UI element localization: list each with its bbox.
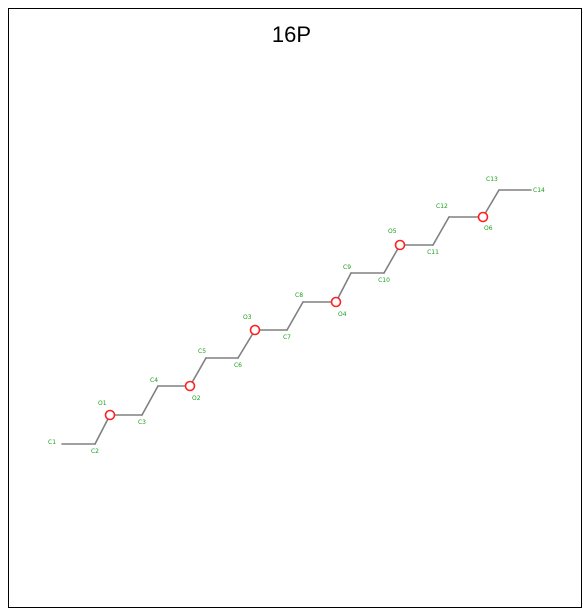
atom-label-o5: O5 <box>388 228 397 235</box>
bond-O2-C5 <box>189 357 207 387</box>
atom-label-c4: C4 <box>150 377 158 384</box>
atom-label-o4: O4 <box>338 311 347 318</box>
figure-title: 16P <box>271 22 312 47</box>
atom-label-c5: C5 <box>198 348 206 355</box>
bond-C11-C12 <box>432 216 450 246</box>
atom-label-c9: C9 <box>343 264 351 271</box>
molecule-diagram: C1 C2 O1 C3 C4 O2 C5 C6 O3 C7 C8 O4 C9 C10 O5 C11 C12 O6 C… <box>48 176 545 455</box>
atom-label-o6: O6 <box>484 225 493 232</box>
oxygen-atom-o6 <box>477 211 489 223</box>
atom-label-c14: C14 <box>533 187 545 194</box>
bond-C6-O3 <box>237 329 256 359</box>
bond-C10-O5 <box>383 244 401 274</box>
bond-C3-C4 <box>141 385 159 416</box>
atom-label-c11: C11 <box>427 249 439 256</box>
bond-O4-C9 <box>335 272 352 303</box>
atom-label-c7: C7 <box>283 334 291 341</box>
oxygen-atom-o1 <box>104 409 116 421</box>
oxygen-atom-o4 <box>330 296 342 308</box>
atom-label-c10: C10 <box>378 277 390 284</box>
atom-label-o1: O1 <box>98 400 107 407</box>
atom-label-o2: O2 <box>192 395 201 402</box>
bonds-layer <box>61 189 532 445</box>
atom-label-c6: C6 <box>234 362 242 369</box>
atom-label-c2: C2 <box>91 448 99 455</box>
oxygen-atom-o5 <box>394 239 406 251</box>
atom-label-c3: C3 <box>138 419 146 426</box>
atom-label-c12: C12 <box>436 203 448 210</box>
figure-frame <box>8 8 582 608</box>
atom-label-c13: C13 <box>486 176 498 183</box>
labels-layer: C1 C2 O1 C3 C4 O2 C5 C6 O3 C7 C8 O4 C9 C10 O5 C11 C12 O6 C… <box>48 176 545 455</box>
atom-label-o3: O3 <box>243 314 252 321</box>
oxygen-atom-o3 <box>249 324 261 336</box>
oxygen-atom-o2 <box>184 380 196 392</box>
bond-C7-C8 <box>286 301 304 331</box>
bond-C2-O1 <box>94 414 111 445</box>
atoms-layer <box>104 211 489 421</box>
atom-label-c1: C1 <box>48 439 56 446</box>
atom-label-c8: C8 <box>295 292 303 299</box>
